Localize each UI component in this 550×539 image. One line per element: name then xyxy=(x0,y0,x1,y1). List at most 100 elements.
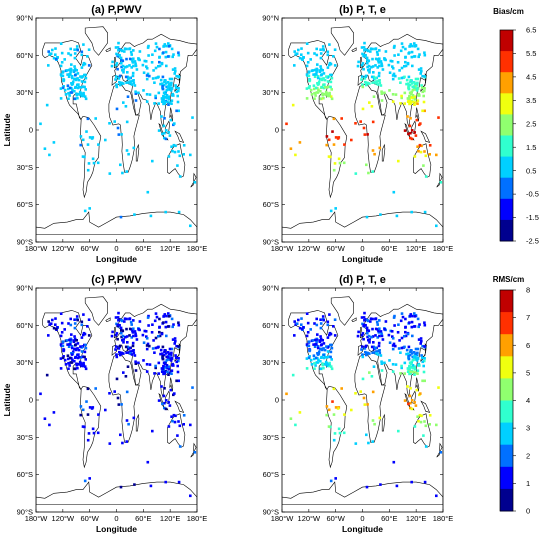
coastline xyxy=(167,143,186,178)
station-marker xyxy=(368,101,371,104)
station-marker xyxy=(399,372,402,375)
station-marker xyxy=(409,131,412,135)
station-marker xyxy=(170,81,173,85)
station-marker xyxy=(168,404,172,407)
station-marker xyxy=(307,340,311,343)
colorbar-tick-label: -0.5 xyxy=(526,190,539,199)
station-marker xyxy=(372,345,375,349)
station-marker xyxy=(135,338,139,341)
station-marker xyxy=(87,334,91,337)
station-marker xyxy=(176,364,179,368)
station-marker xyxy=(162,83,166,87)
station-marker xyxy=(86,168,90,172)
station-marker xyxy=(410,480,413,484)
station-marker xyxy=(412,81,416,84)
station-marker xyxy=(365,83,368,87)
colorbar-segment xyxy=(500,153,513,158)
station-marker xyxy=(298,141,302,144)
station-marker xyxy=(145,337,149,340)
station-marker xyxy=(371,47,374,51)
station-marker xyxy=(337,427,341,431)
station-marker xyxy=(368,71,371,74)
station-marker xyxy=(164,210,167,214)
lon-tick-label: 180°E xyxy=(187,244,208,253)
station-marker xyxy=(319,326,323,330)
station-marker xyxy=(360,46,364,49)
station-marker xyxy=(119,326,123,330)
station-marker xyxy=(171,325,174,329)
station-marker xyxy=(384,320,388,323)
station-marker xyxy=(163,350,166,354)
lon-tick-label: 60°W xyxy=(80,514,99,523)
station-marker xyxy=(423,109,426,113)
station-marker xyxy=(409,366,413,369)
station-marker xyxy=(408,321,411,324)
station-marker xyxy=(86,438,90,442)
station-marker xyxy=(60,321,64,325)
station-marker xyxy=(83,365,87,368)
station-marker xyxy=(366,61,369,65)
station-marker xyxy=(126,341,129,344)
station-marker xyxy=(84,346,88,350)
station-marker xyxy=(392,190,396,194)
station-marker xyxy=(82,333,85,337)
station-marker xyxy=(82,43,85,46)
coastline xyxy=(351,317,357,322)
station-marker xyxy=(364,344,368,348)
station-marker xyxy=(138,50,142,53)
station-marker xyxy=(73,77,77,81)
station-marker xyxy=(321,45,325,48)
colorbar-segment xyxy=(500,233,513,238)
station-marker xyxy=(165,44,168,48)
station-marker xyxy=(379,60,383,63)
station-marker xyxy=(305,334,309,338)
station-marker xyxy=(315,47,318,51)
coastline xyxy=(413,413,432,448)
coastline xyxy=(108,353,140,443)
station-marker xyxy=(177,379,180,383)
station-marker xyxy=(76,342,80,345)
station-marker xyxy=(370,75,374,79)
station-marker xyxy=(133,60,137,63)
station-marker xyxy=(417,68,421,71)
station-marker xyxy=(379,84,383,87)
colorbar-segment xyxy=(500,459,513,464)
station-marker xyxy=(406,62,410,66)
station-marker xyxy=(129,50,133,54)
station-marker xyxy=(338,161,342,165)
station-marker xyxy=(165,64,168,68)
station-marker xyxy=(327,408,331,412)
station-marker xyxy=(411,314,414,318)
station-marker xyxy=(377,74,381,78)
colorbar-segment xyxy=(500,348,513,354)
station-marker xyxy=(80,323,84,327)
station-marker xyxy=(400,66,404,70)
station-marker xyxy=(371,317,374,321)
station-marker xyxy=(154,94,157,98)
station-marker xyxy=(166,85,170,89)
station-marker xyxy=(371,81,374,84)
station-marker xyxy=(79,143,82,147)
station-marker xyxy=(393,324,396,327)
station-marker xyxy=(413,103,416,106)
station-marker xyxy=(321,93,325,97)
station-marker xyxy=(111,60,114,64)
station-marker xyxy=(158,317,161,321)
station-marker xyxy=(119,433,122,437)
station-marker xyxy=(130,353,134,356)
station-marker xyxy=(400,76,404,80)
station-marker xyxy=(319,337,323,341)
station-marker xyxy=(164,320,168,324)
station-marker xyxy=(332,387,336,391)
station-marker xyxy=(316,75,320,78)
station-marker xyxy=(315,317,318,321)
station-marker xyxy=(354,392,357,395)
colorbar-segment xyxy=(500,429,513,435)
station-marker xyxy=(329,80,333,84)
station-marker xyxy=(121,59,125,62)
colorbar-segment xyxy=(500,68,513,73)
station-marker xyxy=(373,152,376,156)
station-marker xyxy=(391,370,395,373)
station-marker xyxy=(163,387,166,390)
station-marker xyxy=(56,56,59,59)
